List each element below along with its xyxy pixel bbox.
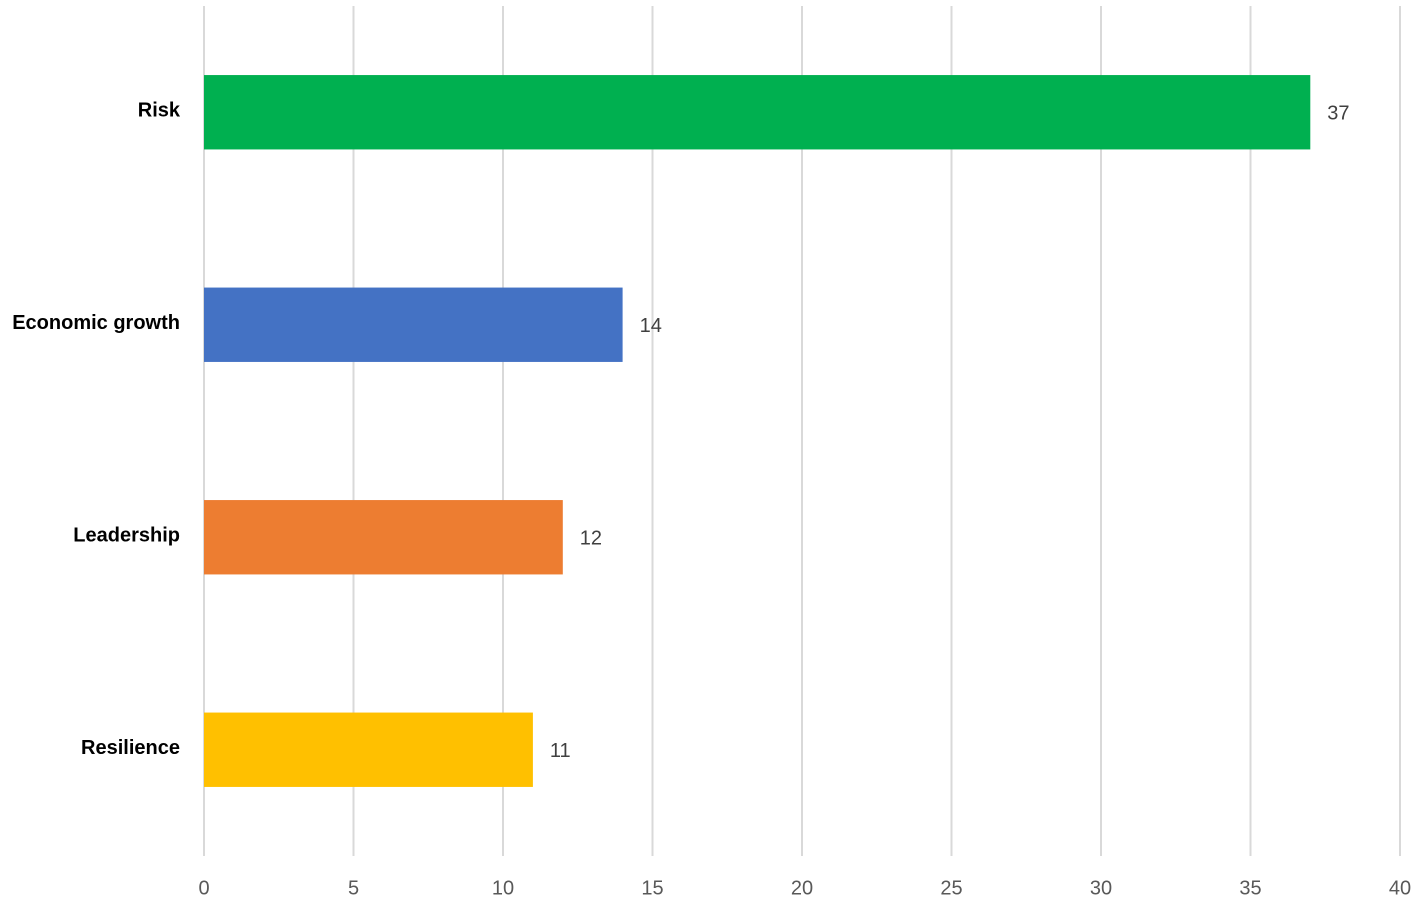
- data-label: 14: [640, 315, 662, 337]
- x-tick-label: 25: [940, 877, 962, 899]
- x-tick-label: 0: [198, 877, 209, 899]
- y-tick-label: Leadership: [73, 525, 180, 547]
- x-tick-label: 40: [1389, 877, 1411, 899]
- data-label: 11: [550, 740, 571, 762]
- x-tick-label: 10: [492, 877, 514, 899]
- bar: [204, 75, 1311, 150]
- x-tick-label: 30: [1090, 877, 1112, 899]
- x-tick-label: 20: [791, 877, 813, 899]
- y-tick-label: Risk: [138, 100, 181, 122]
- data-label: 37: [1327, 103, 1349, 125]
- x-tick-label: 5: [348, 877, 359, 899]
- data-label: 12: [580, 528, 602, 550]
- bar: [204, 712, 533, 787]
- y-tick-label: Economic growth: [12, 312, 180, 334]
- bar: [204, 287, 623, 362]
- bar: [204, 500, 563, 575]
- x-tick-label: 35: [1239, 877, 1261, 899]
- x-tick-label: 15: [641, 877, 663, 899]
- y-tick-label: Resilience: [81, 737, 180, 759]
